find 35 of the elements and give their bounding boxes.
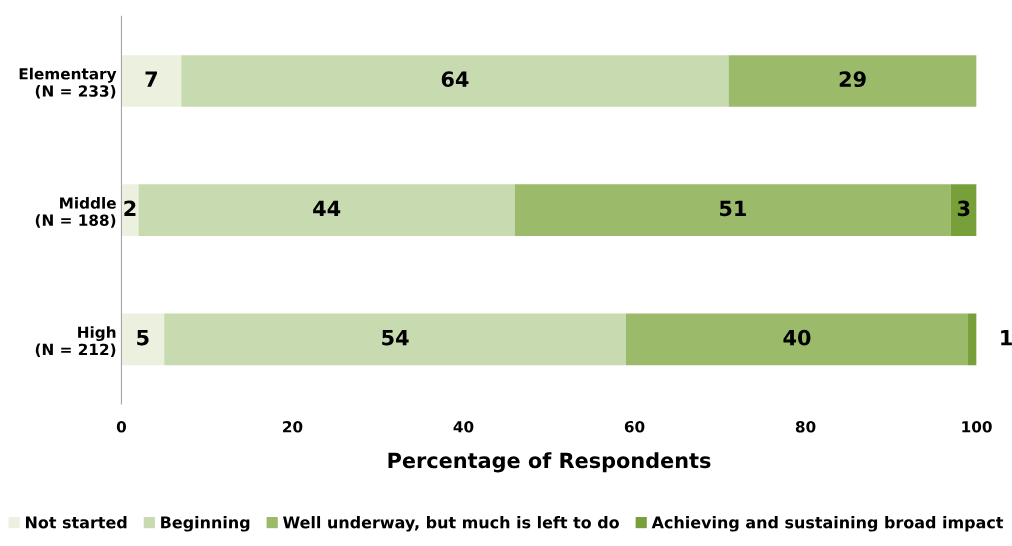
x-axis-title: Percentage of Respondents [388, 452, 711, 473]
y-tick-label: Middle (N = 188) [35, 197, 116, 228]
x-tick-label: 40 [453, 420, 474, 433]
data-label: 2 [124, 200, 136, 216]
data-label: 51 [719, 200, 746, 217]
bar [968, 313, 977, 366]
bar [138, 184, 515, 237]
legend-label: Beginning [161, 516, 250, 532]
data-label: 5 [137, 329, 149, 346]
bar [514, 184, 951, 237]
legend-label: Achieving and sustaining broad impact [651, 516, 1004, 532]
x-tick-label: 80 [795, 420, 816, 433]
x-tick-label: 0 [116, 420, 127, 433]
bar [121, 55, 182, 107]
x-tick-label: 20 [283, 420, 303, 433]
data-label: 29 [839, 71, 866, 88]
y-tick-label: High (N = 212) [35, 326, 116, 358]
x-tick-label: 60 [624, 420, 645, 433]
data-label: 3 [957, 200, 970, 217]
data-label: 44 [313, 200, 341, 216]
data-label: 54 [382, 329, 409, 346]
bar [121, 313, 165, 366]
legend-label: Not started [25, 516, 127, 529]
bar [728, 55, 977, 107]
data-label: 7 [145, 71, 157, 87]
y-tick-label: Elementary (N = 233) [19, 67, 117, 99]
bar [181, 55, 729, 107]
data-label: 1 [1001, 329, 1012, 346]
data-label: 64 [441, 71, 469, 88]
bar [164, 313, 626, 366]
data-label: 40 [783, 329, 811, 346]
bar [950, 184, 977, 237]
legend-label: Well underway, but much is left to do [283, 516, 619, 532]
bar [625, 313, 969, 366]
x-tick-label: 100 [962, 420, 992, 433]
